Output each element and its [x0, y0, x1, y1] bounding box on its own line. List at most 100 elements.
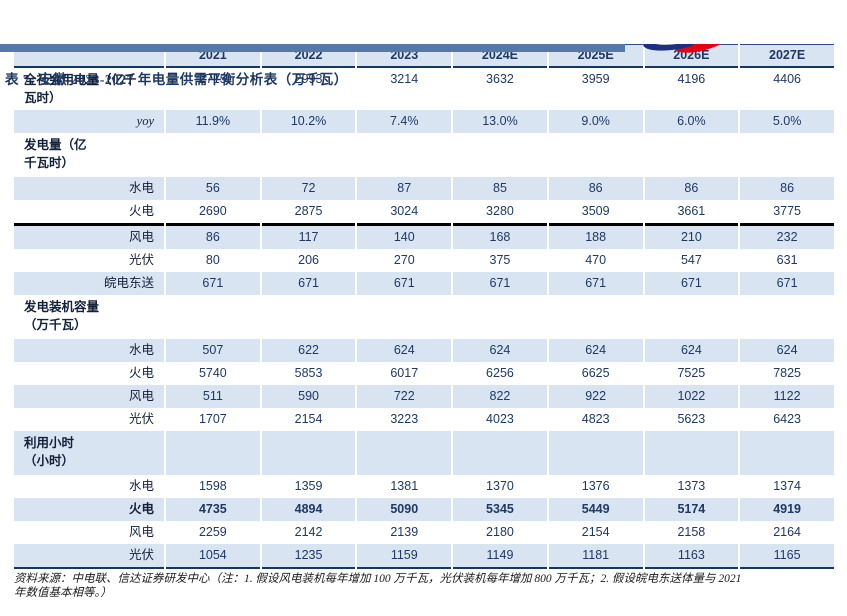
value-cell: 822: [453, 385, 547, 408]
value-cell: 56: [166, 177, 260, 200]
value-cell: [453, 295, 547, 339]
row-label-cell: 风电: [14, 385, 164, 408]
table-row: 光伏 1054 1235 1159 1149 1181 1163 1165: [14, 544, 834, 569]
table-row: 发电装机容量 （万千瓦）: [14, 295, 834, 339]
value-cell: 624: [357, 339, 452, 362]
value-cell: 3509: [548, 200, 643, 226]
value-cell: 622: [261, 339, 356, 362]
table-row: yoy 11.9% 10.2% 7.4% 13.0% 9.0% 6.0% 5.0%: [14, 110, 834, 133]
value-cell: 3280: [453, 200, 547, 226]
value-cell: 4735: [166, 498, 260, 521]
row-label-cell: 火电: [14, 498, 164, 521]
value-cell: 4406: [773, 72, 802, 86]
value-cell: [645, 295, 739, 339]
row-label-cell: 风电: [14, 226, 164, 249]
table-row: 火电 4735 4894 5090 5345 5449 5174 4919: [14, 498, 834, 521]
value-cell: 72: [261, 177, 356, 200]
row-label-cell: 皖电东送: [14, 272, 164, 295]
value-cell: 86: [166, 226, 260, 249]
year-column-header: 2027E: [740, 44, 834, 68]
row-label-cell: 火电: [128, 366, 154, 380]
supply-demand-table: 2021 2022 2023 2024E 2025E 2026E 2027E 全社会用电量（…: [12, 44, 836, 569]
value-cell: [740, 295, 834, 339]
value-cell: 86: [548, 177, 643, 200]
value-cell: 470: [585, 253, 607, 267]
value-cell: 6256: [486, 366, 514, 380]
row-label-cell: 火电: [14, 200, 164, 226]
row-label-cell: 发电量（亿 千瓦时）: [24, 138, 87, 170]
value-cell: 3214: [390, 72, 419, 86]
value-cell: 1376: [581, 479, 610, 493]
table-row: 水电 1598 1359 1381 1370 1376 1373 1374: [14, 475, 834, 498]
table-row: 水电 56 72 87 85 86 86 86: [14, 177, 834, 200]
value-cell: [166, 431, 260, 475]
value-cell: 86: [644, 177, 739, 200]
brand-swoosh-icon: [642, 44, 734, 58]
row-label-cell: 发电装机容量 （万千瓦）: [24, 300, 100, 332]
value-cell: 4023: [486, 412, 514, 426]
table-row: 全社会用电量（亿千 瓦时） 2715 2993 3214 3632 3959 4196 4406: [14, 68, 834, 110]
value-cell: [549, 295, 643, 339]
value-cell: 624: [644, 339, 739, 362]
value-cell: 5345: [453, 498, 547, 521]
value-cell: 671: [357, 272, 452, 295]
value-cell: 375: [489, 253, 511, 267]
value-cell: 1373: [677, 479, 706, 493]
value-cell: 188: [548, 226, 643, 249]
value-cell: 86: [740, 177, 834, 200]
source-note-line1: 资料来源：中电联、信达证券研发中心（注：1. 假设风电装机每年增加 100 万千…: [14, 573, 742, 585]
value-cell: 232: [740, 226, 834, 249]
value-cell: 2139: [390, 525, 419, 539]
value-cell: [644, 431, 739, 475]
value-cell: [357, 133, 451, 177]
value-cell: 5174: [644, 498, 739, 521]
value-cell: 6017: [390, 366, 419, 380]
value-cell: [166, 133, 260, 177]
value-cell: 2142: [294, 525, 323, 539]
table-row: 光伏 80 206 270 375 470 547 631: [14, 249, 834, 272]
value-cell: 210: [644, 226, 739, 249]
value-cell: 4894: [261, 498, 356, 521]
value-cell: [357, 295, 451, 339]
table-row: 风电 2259 2142 2139 2180 2154 2158 2164: [14, 521, 834, 544]
value-cell: 1381: [390, 479, 419, 493]
table-row: 火电 5740 5853 6017 6256 6625 7525 7825: [14, 362, 834, 385]
value-cell: [548, 431, 643, 475]
table-body: 全社会用电量（亿千 瓦时） 2715 2993 3214 3632 3959 4196 4406…: [14, 68, 834, 569]
value-cell: 5740: [198, 366, 227, 380]
value-cell: 168: [453, 226, 547, 249]
value-cell: 6.0%: [644, 110, 739, 133]
value-cell: 1122: [740, 385, 834, 408]
value-cell: 87: [357, 177, 452, 200]
value-cell: 1707: [198, 412, 227, 426]
value-cell: 1374: [773, 479, 802, 493]
value-cell: 1165: [740, 544, 834, 569]
value-cell: [740, 133, 834, 177]
value-cell: 11.9%: [166, 110, 260, 133]
value-cell: 631: [776, 253, 798, 267]
row-label-cell: 水电: [128, 479, 154, 493]
value-cell: 5853: [294, 366, 323, 380]
value-cell: 6625: [581, 366, 610, 380]
value-cell: 206: [298, 253, 319, 267]
row-label-cell: 光伏: [128, 412, 154, 426]
value-cell: [453, 133, 547, 177]
value-cell: 7.4%: [357, 110, 452, 133]
source-note: 资料来源：中电联、信达证券研发中心（注：1. 假设风电装机每年增加 100 万千…: [14, 572, 833, 600]
value-cell: 3661: [644, 200, 739, 226]
table-row: 利用小时 （小时）: [14, 431, 834, 475]
value-cell: 671: [740, 272, 834, 295]
value-cell: 624: [548, 339, 643, 362]
value-cell: 2154: [581, 525, 610, 539]
value-cell: 1181: [548, 544, 643, 569]
value-cell: 590: [261, 385, 356, 408]
row-label-cell: 水电: [14, 339, 164, 362]
value-cell: [740, 431, 834, 475]
value-cell: 85: [453, 177, 547, 200]
value-cell: 7825: [773, 366, 802, 380]
value-cell: 671: [453, 272, 547, 295]
table-row: 火电 2690 2875 3024 3280 3509 3661 3775: [14, 200, 834, 226]
value-cell: 3632: [486, 72, 514, 86]
value-cell: 2875: [261, 200, 356, 226]
value-cell: 511: [166, 385, 260, 408]
